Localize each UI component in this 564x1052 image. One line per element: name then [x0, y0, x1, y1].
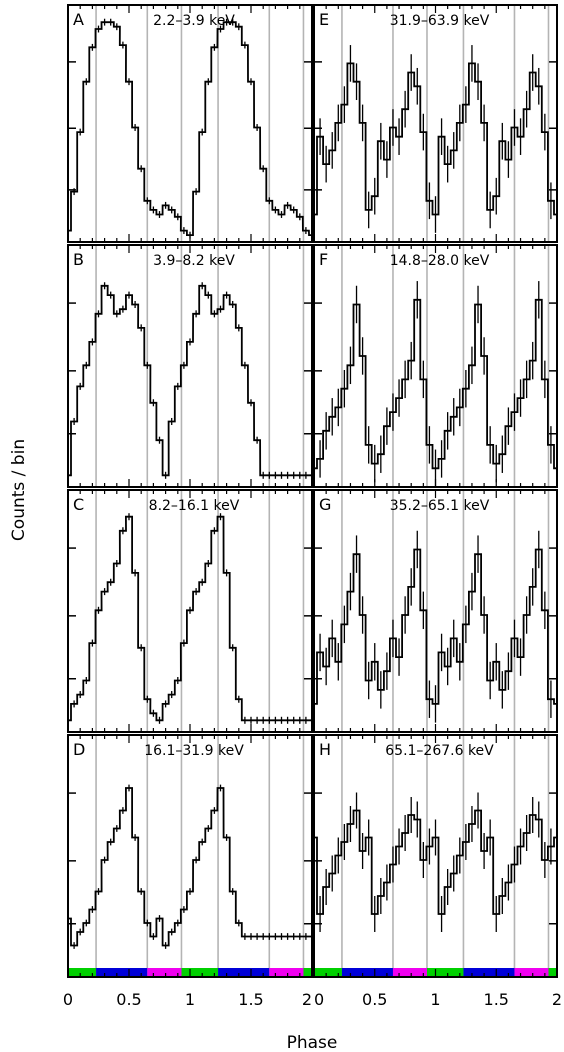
- panel-energy-label: 3.9–8.2 keV: [153, 253, 235, 269]
- x-tick-label: 0.5: [116, 990, 141, 1009]
- panel-energy-label: 35.2–65.1 keV: [390, 498, 490, 514]
- phase-band: [426, 968, 436, 977]
- phase-band: [463, 968, 515, 977]
- series-line-g: [314, 548, 557, 705]
- panel-letter: A: [73, 10, 84, 29]
- x-tick-label: 1: [430, 990, 440, 1009]
- x-tick-label: 2: [552, 990, 562, 1009]
- phase-band: [218, 968, 270, 977]
- panel-c: C 8.2–16.1 keV: [67, 489, 313, 733]
- phase-band: [181, 968, 190, 977]
- phase-band: [392, 968, 427, 977]
- panel-letter: F: [319, 250, 328, 269]
- x-tick-label: 0.5: [362, 990, 387, 1009]
- x-tick-label: 1.5: [238, 990, 263, 1009]
- panel-b: B 3.9–8.2 keV: [67, 244, 313, 488]
- phase-band: [190, 968, 219, 977]
- x-tick-label: 2: [302, 990, 312, 1009]
- panel-e: E 31.9–63.9 keV: [313, 4, 558, 243]
- x-axis-label: Phase: [287, 1033, 338, 1052]
- panel-d: D 16.1–31.9 keV: [67, 734, 313, 978]
- phase-band: [514, 968, 549, 977]
- panel-frame: [67, 734, 313, 978]
- x-tick-label: 0: [63, 990, 73, 1009]
- phase-band: [68, 968, 97, 977]
- phase-band: [303, 968, 312, 977]
- phase-band: [341, 968, 393, 977]
- phase-band: [435, 968, 464, 977]
- x-tick-labels: 0 0.5 1 1.5 2 0 0.5 1 1.5 2: [63, 990, 562, 1009]
- x-tick-label: 1: [185, 990, 195, 1009]
- panel-energy-label: 16.1–31.9 keV: [144, 743, 244, 759]
- panel-energy-label: 8.2–16.1 keV: [149, 498, 240, 514]
- panel-h: H 65.1–267.6 keV: [313, 734, 558, 978]
- panel-letter: H: [319, 740, 331, 759]
- panel-letter: D: [73, 740, 85, 759]
- panel-letter: C: [73, 495, 84, 514]
- panel-letter: G: [319, 495, 331, 514]
- panel-f: F 14.8–28.0 keV: [313, 244, 558, 488]
- panel-a: A 2.2–3.9 keV: [67, 4, 313, 243]
- panel-energy-label: 2.2–3.9 keV: [153, 13, 235, 29]
- series-line-d: [68, 787, 312, 947]
- phase-band: [147, 968, 182, 977]
- x-tick-label: 1.5: [484, 990, 509, 1009]
- series-line-c: [68, 515, 312, 722]
- panel-letter: E: [319, 10, 329, 29]
- series-line-a: [68, 21, 312, 236]
- x-tick-label: 0: [314, 990, 324, 1009]
- phase-band: [548, 968, 557, 977]
- phase-band: [314, 968, 342, 977]
- panels: A 2.2–3.9 keV E 31.9–63.9 keV B 3.9–8.2 keV F 1…: [67, 4, 558, 978]
- panel-energy-label: 31.9–63.9 keV: [390, 13, 490, 29]
- panel-energy-label: 65.1–267.6 keV: [385, 743, 494, 759]
- panel-energy-label: 14.8–28.0 keV: [390, 253, 490, 269]
- panel-frame: [67, 4, 313, 243]
- panel-g: G 35.2–65.1 keV: [313, 489, 558, 733]
- phase-band: [269, 968, 304, 977]
- y-axis-label: Counts / bin: [9, 439, 29, 541]
- series-line-b: [68, 284, 312, 477]
- panel-letter: B: [73, 250, 84, 269]
- panel-frame: [67, 244, 313, 488]
- phase-band: [96, 968, 148, 977]
